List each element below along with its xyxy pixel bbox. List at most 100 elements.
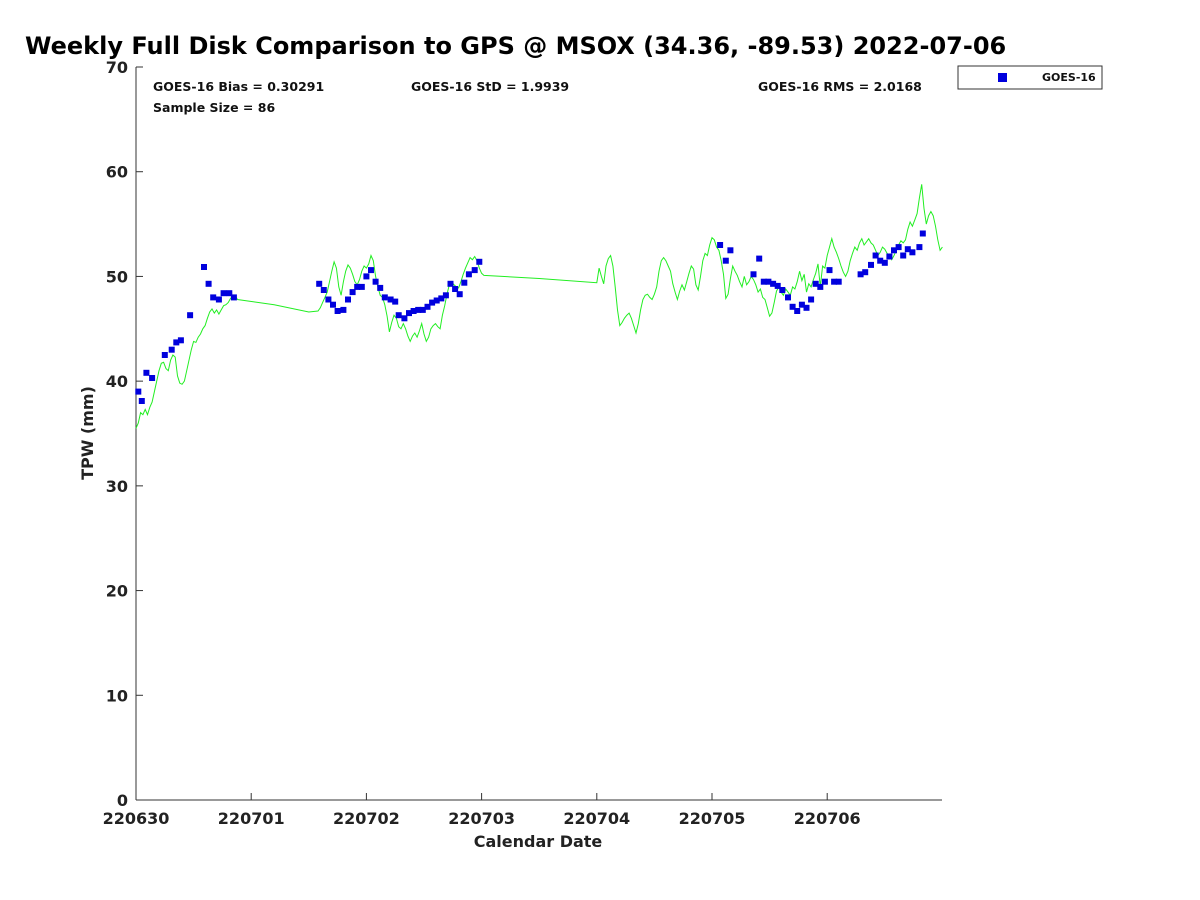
goes16-point bbox=[817, 283, 824, 290]
goes16-point bbox=[881, 259, 888, 266]
gps-series-line bbox=[135, 184, 943, 429]
goes16-point bbox=[381, 294, 388, 301]
y-tick-label: 60 bbox=[106, 163, 128, 182]
y-tick-label: 30 bbox=[106, 477, 128, 496]
goes16-point bbox=[340, 306, 347, 313]
goes16-point bbox=[857, 271, 864, 278]
goes16-point bbox=[877, 257, 884, 264]
goes16-point bbox=[415, 306, 422, 313]
goes16-point bbox=[368, 267, 374, 274]
goes16-point bbox=[895, 244, 902, 251]
goes16-point bbox=[205, 280, 212, 287]
goes16-point bbox=[429, 299, 436, 306]
goes16-point bbox=[722, 257, 729, 264]
y-tick-label: 70 bbox=[106, 58, 128, 77]
x-ticks: 220630 220701 220702 220703 220704 220705 2207… bbox=[103, 793, 861, 828]
goes16-point bbox=[320, 287, 327, 293]
legend-marker-goes16 bbox=[998, 73, 1007, 82]
plot-axes bbox=[135, 67, 942, 801]
goes16-point bbox=[325, 296, 332, 303]
x-tick-label: 220706 bbox=[794, 809, 861, 828]
goes16-point bbox=[149, 375, 156, 381]
y-ticks: 0 10 20 30 40 50 60 70 bbox=[106, 58, 143, 810]
goes16-point bbox=[316, 280, 323, 287]
plot-area bbox=[135, 184, 943, 429]
goes16-point bbox=[442, 292, 449, 299]
goes16-point bbox=[756, 255, 763, 262]
goes16-point bbox=[406, 310, 412, 317]
goes16-point bbox=[226, 290, 233, 297]
goes16-point bbox=[143, 369, 150, 376]
goes16-point bbox=[452, 286, 459, 292]
x-axis-label: Calendar Date bbox=[474, 832, 603, 851]
x-tick-label: 220704 bbox=[563, 809, 630, 828]
goes16-point bbox=[789, 303, 796, 310]
goes16-point bbox=[779, 287, 786, 293]
goes16-point bbox=[358, 283, 365, 290]
goes16-point bbox=[886, 253, 893, 260]
goes16-point bbox=[177, 337, 184, 344]
goes16-point bbox=[230, 294, 237, 301]
x-tick-label: 220703 bbox=[448, 809, 515, 828]
goes16-point bbox=[447, 280, 454, 287]
goes16-point bbox=[377, 284, 384, 291]
x-tick-label: 220705 bbox=[679, 809, 746, 828]
y-axis-label: TPW (mm) bbox=[78, 386, 97, 480]
goes16-point bbox=[904, 246, 911, 253]
goes16-point bbox=[345, 296, 351, 303]
y-tick-label: 40 bbox=[106, 372, 128, 391]
goes16-point bbox=[750, 271, 757, 278]
goes16-point bbox=[168, 346, 175, 353]
goes16-point bbox=[821, 278, 828, 285]
bias-stat: GOES-16 Bias = 0.30291 bbox=[153, 79, 324, 94]
goes16-point bbox=[438, 295, 445, 302]
y-tick-label: 10 bbox=[106, 686, 128, 705]
goes16-point bbox=[872, 252, 879, 259]
goes16-point bbox=[433, 297, 440, 304]
goes16-point bbox=[461, 279, 468, 286]
goes16-point bbox=[770, 280, 777, 287]
goes16-point bbox=[372, 278, 379, 285]
goes16-point bbox=[868, 261, 874, 268]
goes16-point bbox=[465, 271, 472, 278]
goes16-point bbox=[794, 308, 801, 314]
goes16-point bbox=[471, 267, 478, 274]
goes16-point bbox=[161, 352, 168, 358]
x-tick-label: 220702 bbox=[333, 809, 400, 828]
goes16-point bbox=[410, 308, 417, 314]
goes16-point bbox=[765, 278, 772, 285]
goes16-point bbox=[835, 278, 842, 285]
goes16-point bbox=[760, 278, 767, 285]
goes16-point bbox=[395, 312, 402, 319]
y-tick-label: 0 bbox=[117, 791, 128, 810]
y-tick-label: 20 bbox=[106, 582, 128, 601]
y-tick-label: 50 bbox=[106, 267, 128, 286]
goes16-point bbox=[387, 296, 394, 303]
goes16-point bbox=[456, 291, 463, 298]
goes16-point bbox=[173, 339, 180, 346]
rms-stat: GOES-16 RMS = 2.0168 bbox=[758, 79, 922, 94]
goes16-point bbox=[215, 296, 222, 303]
sample-size-stat: Sample Size = 86 bbox=[153, 100, 275, 115]
goes16-point bbox=[138, 398, 145, 404]
goes16-point bbox=[862, 269, 869, 276]
goes16-point bbox=[919, 230, 926, 237]
goes16-point bbox=[826, 267, 833, 274]
goes16-point bbox=[220, 290, 227, 297]
goes16-point bbox=[476, 258, 483, 265]
goes16-point bbox=[831, 278, 838, 285]
goes16-point bbox=[727, 247, 734, 254]
goes16-point bbox=[785, 294, 791, 301]
goes16-point bbox=[349, 289, 356, 296]
goes16-point bbox=[201, 264, 207, 270]
goes16-point bbox=[812, 280, 819, 287]
goes16-point bbox=[187, 312, 194, 319]
legend-label-goes16: GOES-16 bbox=[1042, 71, 1096, 84]
legend-box bbox=[957, 65, 1103, 90]
goes16-point bbox=[909, 249, 916, 256]
x-tick-label: 220701 bbox=[218, 809, 285, 828]
goes16-point bbox=[392, 298, 399, 305]
goes16-point bbox=[900, 252, 907, 259]
goes16-point bbox=[354, 283, 361, 290]
